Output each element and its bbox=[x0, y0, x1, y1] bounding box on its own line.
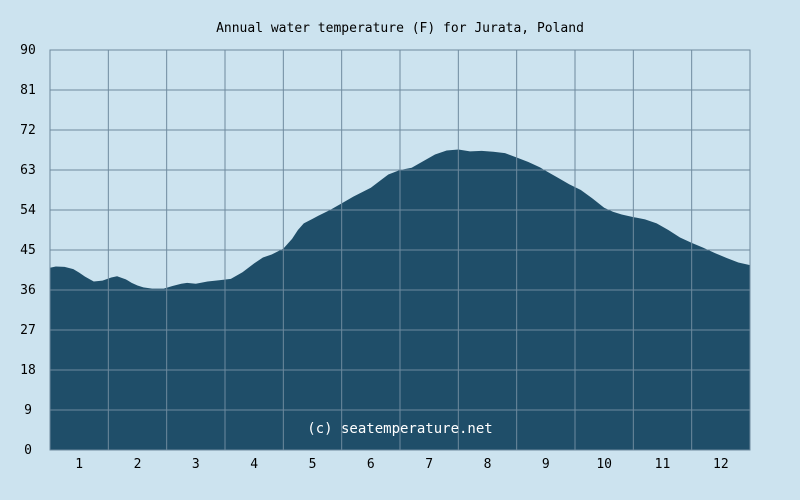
x-tick-label: 5 bbox=[309, 457, 317, 472]
x-tick-label: 9 bbox=[542, 457, 550, 472]
x-tick-label: 12 bbox=[713, 457, 729, 472]
y-tick-label: 54 bbox=[20, 203, 36, 218]
y-tick-label: 9 bbox=[24, 403, 32, 418]
x-tick-label: 10 bbox=[596, 457, 612, 472]
x-axis-ticks: 1 2 3 4 5 6 7 8 9 10 11 12 bbox=[75, 457, 728, 472]
chart-title: Annual water temperature (F) for Jurata,… bbox=[216, 21, 584, 36]
x-tick-label: 1 bbox=[75, 457, 83, 472]
y-tick-label: 27 bbox=[20, 323, 36, 338]
x-tick-label: 2 bbox=[134, 457, 142, 472]
x-tick-label: 3 bbox=[192, 457, 200, 472]
y-tick-label: 36 bbox=[20, 283, 36, 298]
y-tick-label: 45 bbox=[20, 243, 36, 258]
y-tick-label: 72 bbox=[20, 123, 36, 138]
x-tick-label: 6 bbox=[367, 457, 375, 472]
y-tick-label: 0 bbox=[24, 443, 32, 458]
x-tick-label: 8 bbox=[484, 457, 492, 472]
watermark: (c) seatemperature.net bbox=[307, 421, 492, 437]
x-tick-label: 7 bbox=[425, 457, 433, 472]
y-tick-label: 18 bbox=[20, 363, 36, 378]
y-tick-label: 63 bbox=[20, 163, 36, 178]
x-tick-label: 4 bbox=[250, 457, 258, 472]
y-tick-label: 90 bbox=[20, 43, 36, 58]
x-tick-label: 11 bbox=[655, 457, 671, 472]
y-axis-ticks: 0 9 18 27 36 45 54 63 72 81 90 bbox=[20, 43, 36, 458]
plot-border bbox=[49, 49, 751, 451]
y-tick-label: 81 bbox=[20, 83, 36, 98]
